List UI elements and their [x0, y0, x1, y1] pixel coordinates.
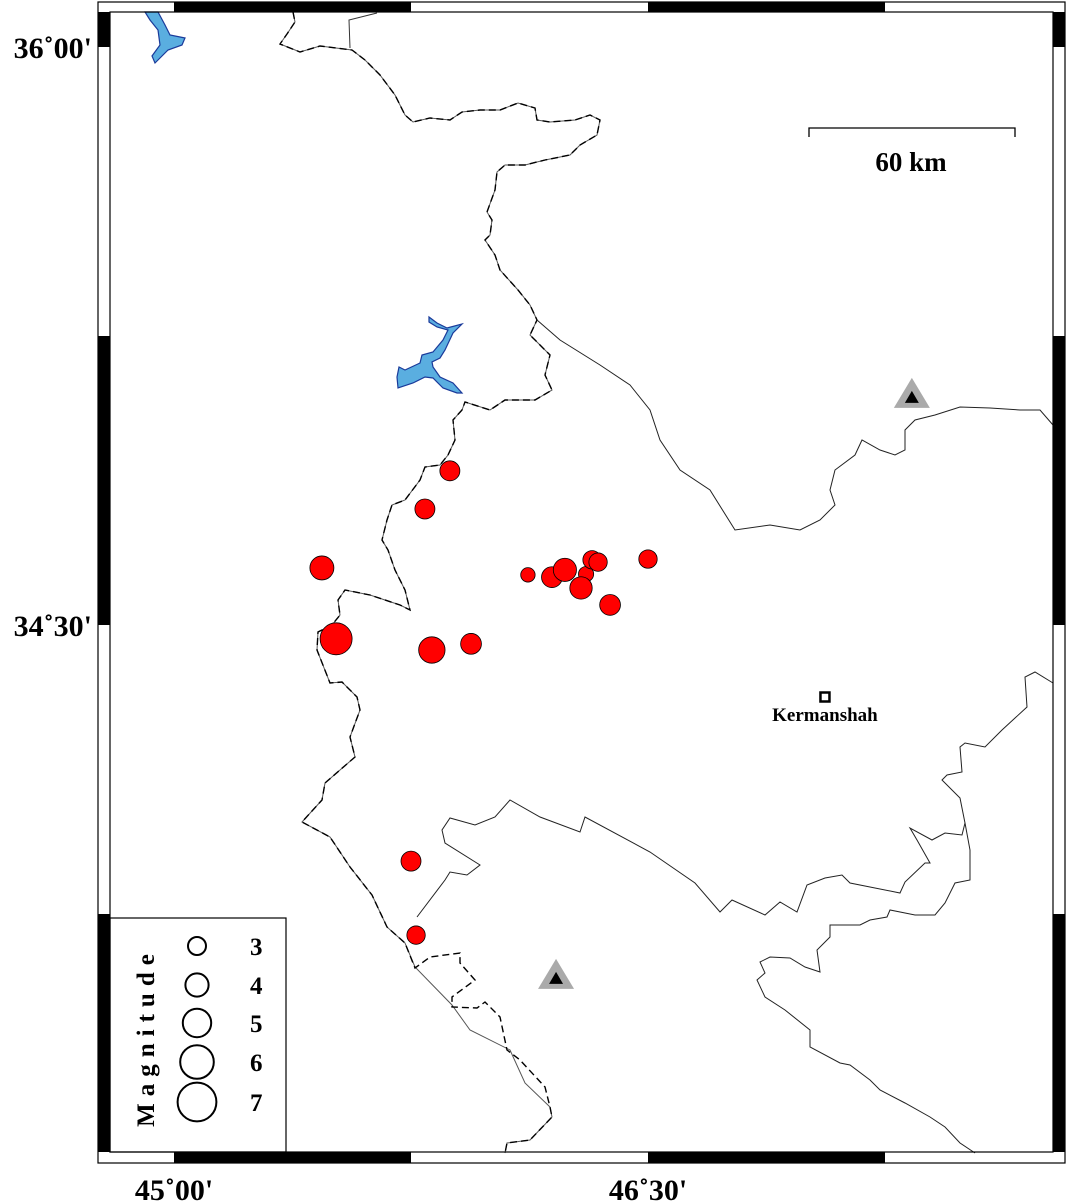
seismic-station-icon: [893, 377, 930, 408]
legend-label: 4: [250, 973, 263, 1000]
legend-label: 7: [250, 1090, 263, 1117]
earthquake-layer: [309, 460, 658, 945]
province-boundary-south: [416, 671, 1054, 918]
axis-labels: 45˚00' 46˚30' 36˚00' 34˚30': [14, 32, 687, 1203]
legend-label: 5: [250, 1011, 263, 1038]
province-boundary-north: [536, 319, 1054, 531]
earthquake-marker: [400, 850, 422, 872]
magnitude-legend: Magnitude 3 4 5 6 7: [109, 917, 287, 1153]
international-border-dashed: [278, 11, 601, 1154]
city-label: Kermanshah: [772, 705, 878, 726]
earthquake-marker: [319, 622, 353, 656]
earthquake-marker: [460, 633, 482, 655]
province-boundary-east: [756, 822, 976, 1154]
city-marker: Kermanshah: [772, 691, 878, 726]
legend-circle-icon: [179, 1044, 215, 1080]
earthquake-marker: [599, 594, 621, 616]
lake-central: [396, 315, 465, 394]
legend-circle-icon: [181, 1007, 213, 1039]
latitude-label: 34˚30': [14, 610, 92, 643]
latitude-label: 36˚00': [14, 32, 92, 65]
earthquake-marker: [569, 576, 593, 600]
borders: [278, 11, 1054, 1154]
scale-bar-label: 60 km: [875, 147, 947, 177]
legend-label: 3: [250, 934, 263, 961]
earthquake-marker: [414, 498, 436, 520]
longitude-label: 46˚30': [609, 1174, 687, 1203]
city-square-icon: [819, 691, 831, 703]
legend-title: Magnitude: [133, 947, 160, 1127]
earthquake-marker: [406, 925, 426, 945]
northern-border: [348, 12, 378, 49]
earthquake-marker: [552, 557, 577, 582]
earthquake-marker: [588, 552, 608, 572]
station-layer: [538, 377, 930, 989]
seismic-station-icon: [538, 958, 575, 989]
earthquake-marker: [638, 549, 658, 569]
legend-circle-icon: [176, 1081, 218, 1123]
legend-circle-icon: [184, 972, 210, 998]
earthquake-marker: [439, 460, 461, 482]
legend-circle-icon: [187, 936, 207, 956]
earthquake-marker: [309, 555, 335, 581]
longitude-label: 45˚00': [135, 1174, 213, 1203]
lakes: [143, 11, 465, 394]
lake-north: [143, 11, 186, 65]
legend-label: 6: [250, 1050, 263, 1077]
earthquake-marker: [520, 567, 536, 583]
scale-bar: 60 km: [808, 127, 1016, 177]
map-frame: [97, 1, 1066, 1164]
earthquake-marker: [418, 636, 446, 664]
